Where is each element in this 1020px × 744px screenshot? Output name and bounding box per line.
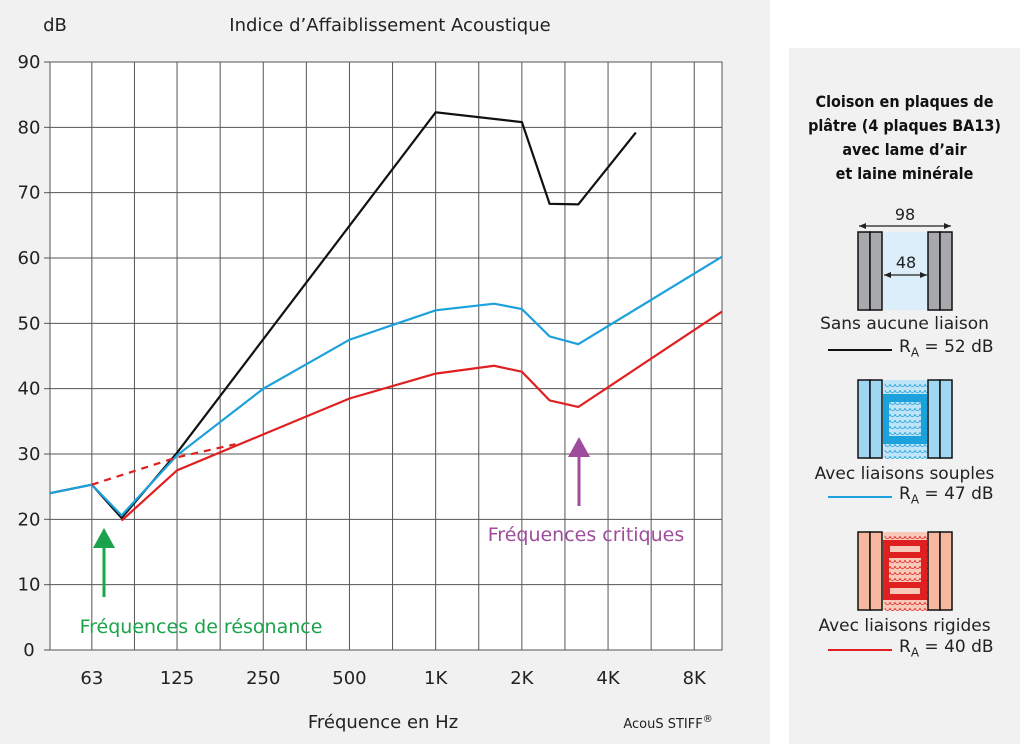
air-gap bbox=[883, 232, 927, 310]
y-tick-label: 0 bbox=[23, 640, 34, 661]
legend-line-blue bbox=[828, 496, 892, 498]
wall-diagram-no-connection: 98 48 bbox=[857, 205, 953, 311]
dim-arrowhead bbox=[859, 223, 866, 229]
critical-arrow-head bbox=[568, 437, 590, 457]
dim-arrowhead bbox=[884, 272, 891, 278]
plasterboard-left bbox=[857, 379, 871, 459]
legend-line-black bbox=[828, 349, 892, 351]
stud-flange bbox=[883, 394, 927, 402]
y-tick-label: 90 bbox=[18, 52, 41, 73]
panel-title: Cloison en plaques de plâtre (4 plaques … bbox=[789, 90, 1020, 186]
stud-inner bbox=[890, 588, 920, 594]
panel-title-line: Cloison en plaques de bbox=[815, 92, 994, 111]
plasterboard-right bbox=[927, 531, 941, 611]
legend-ra-flexible: RA = 47 dB bbox=[899, 484, 994, 507]
legend-ra-rigid: RA = 40 dB bbox=[899, 637, 994, 660]
stud-flange bbox=[883, 436, 927, 444]
resonance-arrow-head bbox=[93, 528, 115, 548]
series-line-dashed bbox=[91, 443, 236, 486]
stud-web bbox=[921, 540, 927, 600]
x-axis-label: Fréquence en Hz bbox=[308, 712, 458, 733]
chart-svg: dB Indice d’Affaiblissement Acoustique 0… bbox=[18, 15, 723, 733]
resonance-label: Fréquences de résonance bbox=[80, 616, 323, 638]
dim-arrowhead bbox=[944, 223, 951, 229]
y-tick-label: 50 bbox=[18, 313, 41, 334]
x-tick-label: 250 bbox=[246, 668, 280, 689]
y-tick-label: 20 bbox=[18, 509, 41, 530]
plasterboard-right bbox=[939, 531, 953, 611]
plot-background bbox=[49, 61, 723, 651]
stud-web bbox=[883, 394, 889, 444]
legend-label-rigid: Avec liaisons rigides bbox=[818, 616, 991, 636]
chart-title: Indice d’Affaiblissement Acoustique bbox=[229, 15, 550, 36]
plasterboard-left bbox=[857, 231, 871, 311]
wall-diagram-flexible bbox=[857, 379, 953, 459]
stud-web bbox=[921, 394, 927, 444]
y-tick-label: 10 bbox=[18, 575, 41, 596]
plasterboard-left bbox=[869, 379, 883, 459]
legend-ra-no-connection: RA = 52 dB bbox=[899, 337, 994, 360]
plasterboard-left bbox=[869, 231, 883, 311]
panel-title-line: et laine minérale bbox=[835, 164, 974, 183]
side-panel: Cloison en plaques de plâtre (4 plaques … bbox=[789, 48, 1020, 744]
x-tick-label: 8K bbox=[683, 668, 707, 689]
stud-inner bbox=[890, 546, 920, 552]
y-unit-label: dB bbox=[43, 15, 67, 36]
y-tick-label: 60 bbox=[18, 248, 41, 269]
dim-outer-label: 98 bbox=[895, 205, 915, 224]
panel-title-line: plâtre (4 plaques BA13) bbox=[808, 116, 1001, 135]
x-tick-label: 125 bbox=[160, 668, 194, 689]
chart-area: dB Indice d’Affaiblissement Acoustique 0… bbox=[0, 0, 770, 744]
grid-layer bbox=[49, 61, 723, 651]
y-tick-label: 30 bbox=[18, 444, 41, 465]
legend-label-flexible: Avec liaisons souples bbox=[814, 464, 995, 484]
series-layer bbox=[49, 111, 723, 522]
x-tick-label: 500 bbox=[332, 668, 366, 689]
critical-label: Fréquences critiques bbox=[488, 524, 685, 546]
series-line bbox=[120, 310, 723, 522]
dim-arrowhead bbox=[920, 272, 927, 278]
plasterboard-right bbox=[939, 379, 953, 459]
y-tick-label: 40 bbox=[18, 379, 41, 400]
x-tick-label: 2K bbox=[510, 668, 534, 689]
x-tick-label: 4K bbox=[596, 668, 620, 689]
wall-diagram-rigid bbox=[857, 531, 953, 611]
legend-label-no-connection: Sans aucune liaison bbox=[820, 314, 989, 334]
y-tick-label: 70 bbox=[18, 183, 41, 204]
x-tick-label: 1K bbox=[424, 668, 448, 689]
annotation-layer: Fréquences de résonance Fréquences criti… bbox=[80, 437, 685, 638]
dim-inner-label: 48 bbox=[896, 253, 916, 272]
plasterboard-right bbox=[939, 231, 953, 311]
plasterboard-left bbox=[857, 531, 871, 611]
panel-title-line: avec lame d’air bbox=[842, 140, 967, 159]
legend-line-red bbox=[828, 649, 892, 651]
y-tick-label: 80 bbox=[18, 117, 41, 138]
series-line bbox=[49, 255, 723, 517]
brand-mark: ® bbox=[703, 714, 713, 725]
plasterboard-right bbox=[927, 379, 941, 459]
axis-layer: 0 10 20 30 40 50 60 70 80 90 63 125 250 500 1K 2K 4K 8K bbox=[18, 52, 708, 689]
plasterboard-right bbox=[927, 231, 941, 311]
x-tick-label: 63 bbox=[80, 668, 103, 689]
plasterboard-left bbox=[869, 531, 883, 611]
brand-label: AcouS STIFF® bbox=[623, 714, 712, 732]
stud-web bbox=[883, 540, 889, 600]
